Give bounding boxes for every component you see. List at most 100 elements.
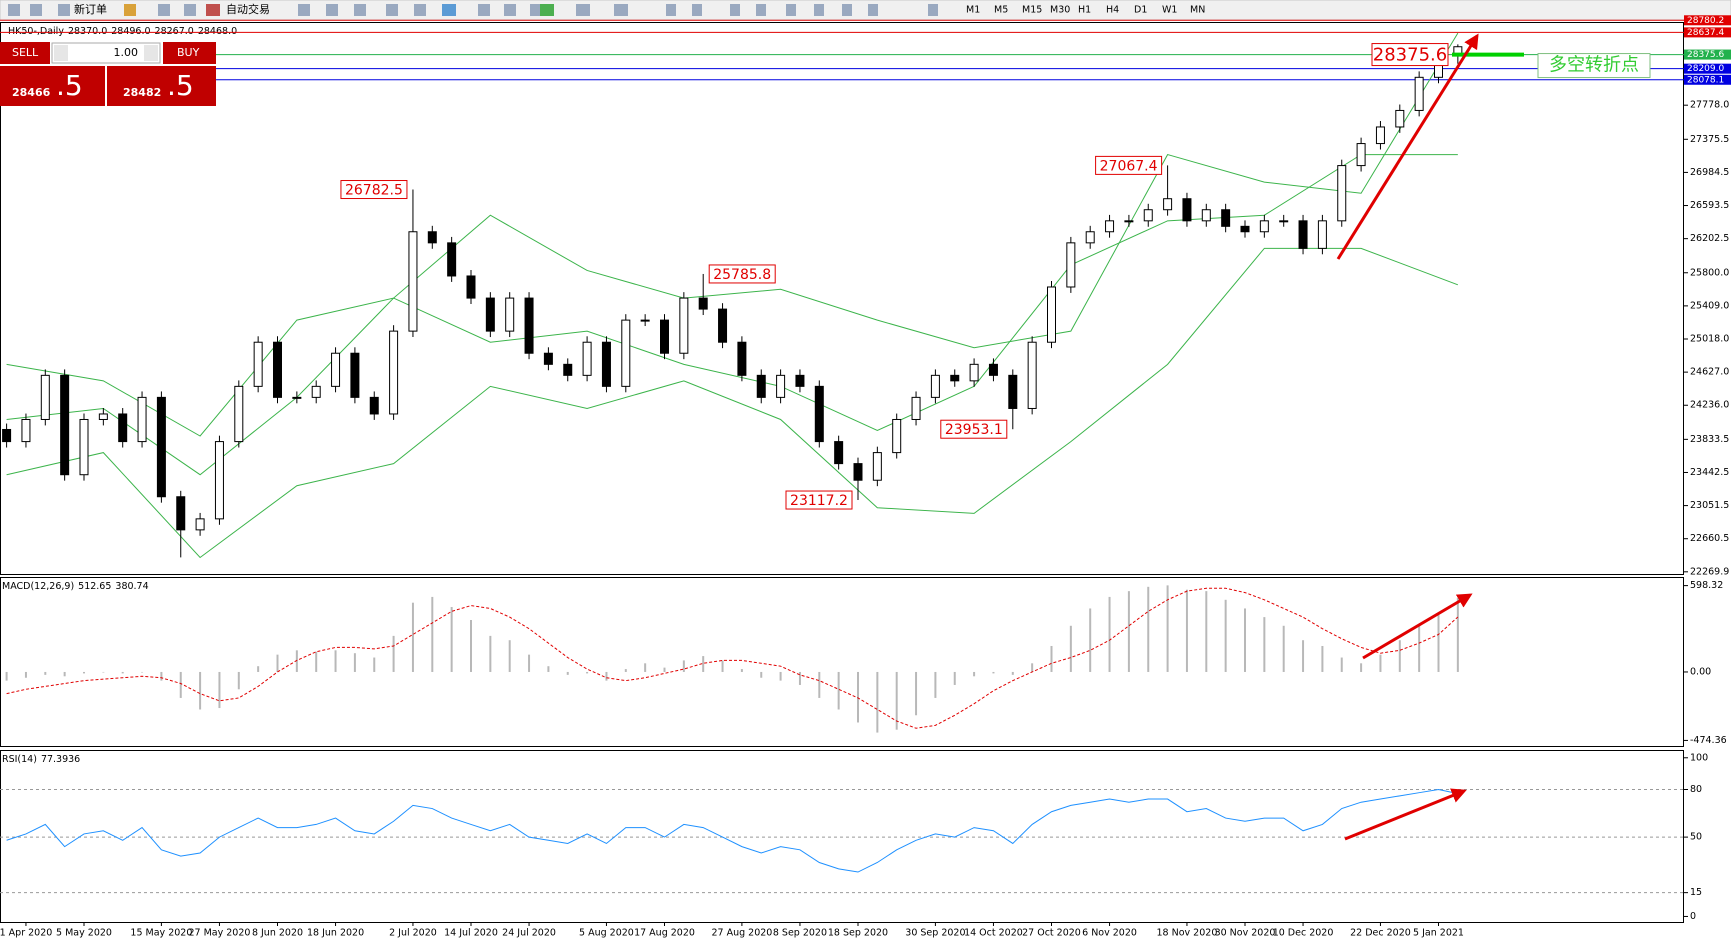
- macd-bar: [334, 650, 337, 672]
- sell-price-pips[interactable]: .5: [56, 69, 83, 102]
- candle-body: [389, 330, 399, 415]
- macd-bar: [1456, 597, 1459, 672]
- macd-bar: [63, 671, 66, 677]
- candle-body: [350, 352, 360, 398]
- candle-body: [195, 518, 205, 531]
- volume-value[interactable]: 1.00: [114, 46, 139, 59]
- new-order-button[interactable]: 新订单: [74, 2, 107, 16]
- timeframe-button[interactable]: M5: [994, 5, 1008, 16]
- macd-bar: [1108, 596, 1111, 672]
- candle-body: [214, 441, 224, 520]
- price-annotation: 25785.8: [713, 267, 771, 283]
- macd-bar: [1069, 625, 1072, 672]
- macd-bar: [624, 669, 627, 672]
- trend-arrow-macd: [1362, 593, 1473, 660]
- x-tick-label: 30 Nov 2020: [1215, 928, 1276, 939]
- x-tick-label: 14 Jul 2020: [444, 928, 498, 939]
- timeframe-button[interactable]: MN: [1190, 5, 1205, 16]
- macd-bar: [295, 650, 298, 672]
- candle-body: [408, 231, 418, 332]
- y-tick-label: 598.32: [1690, 580, 1723, 591]
- level-tag-label: 28209.0: [1687, 64, 1724, 74]
- x-tick-label: 15 May 2020: [130, 928, 192, 939]
- timeframe-button[interactable]: M1: [966, 5, 980, 16]
- sell-label[interactable]: SELL: [12, 46, 39, 59]
- bollinger-middle: [6, 154, 1458, 476]
- x-tick-label: 17 Aug 2020: [634, 928, 695, 939]
- buy-label[interactable]: BUY: [177, 46, 200, 59]
- one-click-trading: SELL 1.00 BUY 28466 .5 28482 .5: [0, 42, 216, 106]
- macd-bar: [740, 669, 743, 672]
- macd-bar: [199, 671, 202, 710]
- timeframe-button[interactable]: H1: [1078, 5, 1091, 16]
- candle-body: [718, 308, 728, 343]
- volume-box[interactable]: [51, 42, 161, 64]
- candle-body: [156, 396, 166, 498]
- buy-price-main[interactable]: 28482: [123, 86, 161, 99]
- level-tag: [1684, 27, 1731, 38]
- candle-body: [1008, 374, 1018, 409]
- candle-body: [1027, 341, 1037, 409]
- candle-body: [582, 341, 592, 376]
- timeframe-button[interactable]: M15: [1022, 5, 1042, 16]
- y-tick-label: -474.36: [1690, 735, 1727, 746]
- macd-bar: [973, 671, 976, 677]
- macd-bar: [315, 651, 318, 672]
- macd-bar: [489, 635, 492, 672]
- timeframe-button[interactable]: D1: [1134, 5, 1147, 16]
- auto-trading-button[interactable]: 自动交易: [226, 2, 270, 16]
- x-tick-label: 30 Sep 2020: [905, 928, 965, 939]
- bollinger-upper: [6, 32, 1459, 437]
- buy-button[interactable]: [163, 42, 216, 64]
- sell-button[interactable]: [0, 42, 50, 64]
- macd-bar: [508, 640, 511, 672]
- candle-body: [660, 319, 669, 354]
- candle-body: [1221, 209, 1231, 227]
- price-annotation-box: [1095, 155, 1163, 175]
- price-annotation: 27067.4: [1100, 158, 1158, 174]
- header-part: 28370.0: [68, 26, 107, 37]
- macd-bar: [373, 657, 376, 672]
- level-price-label: 28375.6: [1373, 45, 1447, 66]
- timeframe-button[interactable]: M30: [1050, 5, 1070, 16]
- candle-body: [950, 374, 960, 382]
- candle-body: [118, 413, 128, 443]
- macd-bar: [411, 602, 414, 672]
- macd-bar: [992, 671, 995, 674]
- candle-body: [1124, 220, 1134, 223]
- buy-price-pips[interactable]: .5: [167, 69, 194, 102]
- y-tick-label: 22660.5: [1690, 533, 1729, 544]
- trend-arrow-rsi: [1344, 788, 1467, 841]
- sell-price-box[interactable]: [0, 66, 105, 106]
- candle-body: [1375, 126, 1385, 145]
- macd-bar: [1398, 640, 1401, 672]
- volume-up[interactable]: [144, 45, 158, 61]
- header-part: MACD(12,26,9): [2, 581, 74, 592]
- sell-price-main[interactable]: 28466: [12, 86, 51, 99]
- candle-body: [543, 352, 553, 365]
- drawn-arrows: [1336, 33, 1479, 841]
- level-tag-label: 28078.1: [1687, 75, 1724, 85]
- candle-body: [137, 396, 147, 443]
- candle-body: [485, 297, 495, 332]
- candle-body: [40, 374, 50, 420]
- candle-body: [79, 418, 89, 476]
- candle-body: [814, 385, 824, 443]
- y-tick-label: 24236.0: [1690, 400, 1729, 411]
- y-tick-label: 25409.0: [1690, 300, 1729, 311]
- macd-bar: [1302, 640, 1305, 672]
- y-tick-label: 26593.5: [1690, 200, 1729, 211]
- macd-bar: [566, 671, 569, 675]
- y-tick-label: 0.00: [1690, 666, 1711, 677]
- candle-body: [756, 374, 766, 398]
- macd-bar: [953, 671, 956, 685]
- candle-body: [640, 319, 650, 322]
- header-part: 380.74: [115, 581, 148, 592]
- timeframe-button[interactable]: W1: [1162, 5, 1177, 16]
- volume-down[interactable]: [54, 45, 68, 61]
- timeframe-button[interactable]: H4: [1106, 5, 1119, 16]
- x-tick-label: 10 Dec 2020: [1273, 928, 1334, 939]
- x-tick-label: 1 Apr 2020: [0, 928, 52, 939]
- macd-bar: [470, 620, 472, 672]
- buy-price-box[interactable]: [107, 66, 216, 106]
